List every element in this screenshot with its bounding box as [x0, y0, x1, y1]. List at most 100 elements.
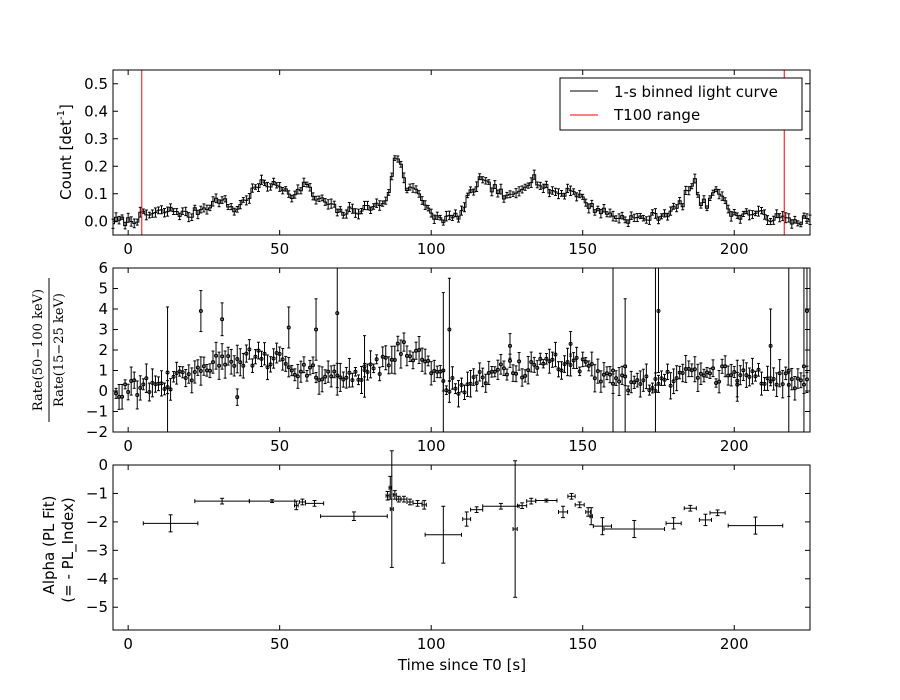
ratio-point — [301, 362, 306, 367]
top-ytick-label: 0.1 — [84, 185, 108, 203]
ratio-point — [695, 375, 700, 380]
ratio-point — [723, 364, 728, 369]
ratio-point — [801, 364, 806, 369]
ratio-point — [126, 390, 131, 395]
ratio-point — [171, 374, 176, 379]
ratio-point — [520, 375, 525, 380]
ratio-point — [235, 357, 240, 362]
bottom-ytick-label: −4 — [86, 570, 108, 588]
ratio-point — [314, 375, 319, 380]
middle-xtick-label: 0 — [123, 437, 133, 455]
ratio-point — [562, 362, 567, 367]
ratio-point — [626, 388, 631, 393]
ratio-point — [214, 353, 219, 358]
ratio-point — [783, 371, 788, 376]
ratio-point — [447, 327, 452, 332]
ratio-point — [198, 369, 203, 374]
ratio-point — [747, 374, 752, 379]
ratio-point — [338, 375, 343, 380]
ratio-point — [441, 368, 446, 373]
top-marks — [111, 70, 812, 235]
ratio-point — [159, 381, 164, 386]
ratio-point — [732, 369, 737, 374]
top-ytick-label: 0.3 — [84, 130, 108, 148]
bottom-ytick-label: −2 — [86, 513, 108, 531]
middle-ytick-label: 3 — [98, 321, 108, 339]
ratio-point — [577, 369, 582, 374]
ratio-point — [241, 363, 246, 368]
ratio-point — [604, 371, 609, 376]
ratio-point — [550, 357, 555, 362]
ratio-point — [650, 386, 655, 391]
ratio-point — [741, 368, 746, 373]
middle-ylabel: Rate(50−100 keV) Rate(15−25 keV) — [31, 278, 67, 422]
ratio-point — [792, 386, 797, 391]
ratio-point — [392, 358, 397, 363]
bottom-ytick-label: −1 — [86, 484, 108, 502]
ratio-point — [420, 357, 425, 362]
top-xtick-label: 150 — [568, 240, 597, 258]
ratio-point — [571, 358, 576, 363]
ratio-point — [765, 376, 770, 381]
ratio-point — [362, 364, 367, 369]
top-ytick-label: 0.4 — [84, 102, 108, 120]
ratio-point — [601, 372, 606, 377]
ratio-point — [665, 369, 670, 374]
ratio-point — [471, 375, 476, 380]
ratio-point — [429, 371, 434, 376]
ratio-point — [768, 343, 773, 348]
ratio-point — [598, 379, 603, 384]
ratio-point — [653, 389, 658, 393]
bottom-ticks: 0 50 100 150 200 0 −1 −2 −3 −4 −5 — [86, 456, 810, 653]
ratio-point — [168, 387, 173, 392]
ratio-point — [189, 378, 194, 383]
middle-xtick-label: 100 — [417, 437, 446, 455]
ratio-point — [277, 352, 282, 357]
bottom-xtick-label: 50 — [270, 635, 289, 653]
top-ytick-label: 0.5 — [84, 75, 108, 93]
ratio-point — [280, 357, 285, 362]
middle-ytick-label: −2 — [86, 423, 108, 441]
ratio-point — [532, 362, 537, 367]
ratio-point — [123, 382, 128, 387]
ratio-point — [762, 381, 767, 386]
ratio-point — [174, 371, 179, 376]
ratio-point — [474, 381, 479, 386]
middle-ticks: 0 50 100 150 200 −2 −1 0 1 2 3 4 5 6 — [86, 259, 810, 455]
ratio-point — [335, 311, 340, 316]
ratio-point — [580, 357, 585, 362]
ratio-point — [635, 378, 640, 383]
middle-xtick-label: 50 — [270, 437, 289, 455]
lightcurve-series — [113, 157, 810, 227]
ratio-point — [735, 378, 740, 383]
ratio-point — [574, 355, 579, 360]
ratio-point — [407, 354, 412, 359]
ratio-point — [671, 379, 676, 384]
ratio-point — [538, 356, 543, 361]
ratio-point — [498, 362, 503, 367]
ratio-point — [220, 317, 225, 322]
ratio-point — [504, 372, 509, 377]
ratio-point — [453, 386, 458, 391]
ratio-point — [223, 362, 228, 367]
bottom-plot-frame — [112, 464, 811, 631]
ratio-point — [238, 360, 243, 365]
middle-xtick-label: 150 — [568, 437, 597, 455]
bottom-xlabel: Time since T0 [s] — [397, 656, 526, 674]
ratio-point — [132, 378, 137, 383]
ratio-point — [707, 371, 712, 376]
ratio-point — [680, 370, 685, 375]
ratio-point — [365, 370, 370, 375]
middle-marks — [114, 267, 809, 432]
ratio-point — [344, 375, 349, 380]
ratio-point — [774, 382, 779, 387]
panel-top: 0 50 100 150 200 0.0 0.1 0.2 0.3 0.4 0.5 Count [de… — [56, 69, 812, 258]
ratio-point — [307, 365, 312, 370]
legend-label-t100: T100 range — [613, 106, 700, 124]
ratio-point — [477, 369, 482, 374]
ratio-point — [383, 355, 388, 360]
ratio-point — [229, 359, 234, 364]
middle-ylabel-denominator: Rate(15−25 keV) — [52, 293, 67, 407]
ratio-point — [526, 368, 531, 373]
ratio-point — [271, 356, 276, 361]
